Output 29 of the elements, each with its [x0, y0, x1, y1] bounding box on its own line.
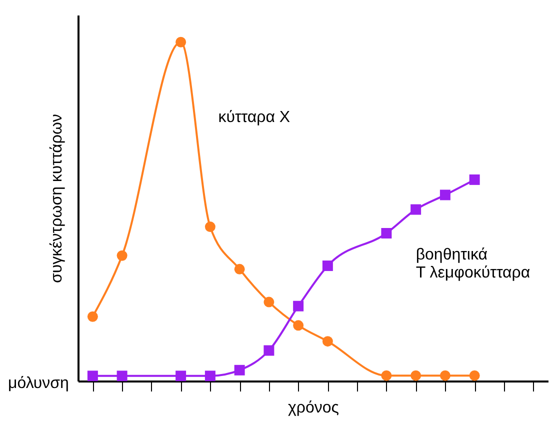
point [87, 311, 98, 322]
point [234, 264, 245, 274]
point [322, 336, 333, 347]
point [234, 364, 245, 376]
point [87, 370, 98, 382]
point [381, 370, 392, 381]
point [116, 370, 128, 382]
point [410, 204, 422, 215]
x-axis-title: χρόνος [288, 400, 340, 416]
point [293, 320, 304, 331]
point [440, 370, 450, 381]
series-label: κύτταρα Χ [218, 108, 290, 126]
text: μόλυνση [8, 375, 69, 392]
point [204, 222, 216, 232]
series-label: βοηθητικά Τ λεμφοκύτταρα [416, 246, 530, 282]
point [176, 370, 186, 382]
point [469, 174, 480, 185]
point [322, 260, 333, 272]
point [204, 370, 216, 382]
point [293, 300, 304, 312]
point [410, 370, 422, 381]
point [176, 36, 186, 48]
point [440, 190, 450, 200]
y-axis-title: συγκέντρωση κυττάρων [48, 114, 66, 283]
point [381, 228, 392, 238]
point [264, 345, 274, 356]
point [469, 370, 480, 381]
point [264, 296, 274, 308]
point [116, 250, 128, 261]
